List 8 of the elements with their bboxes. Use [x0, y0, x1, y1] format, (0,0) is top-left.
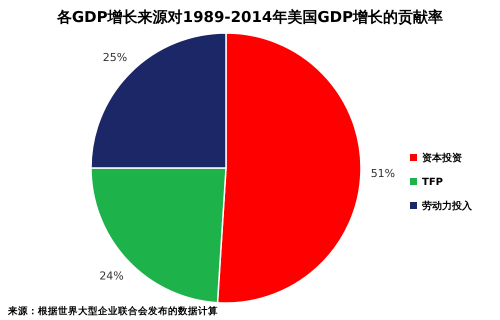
source-note: 来源：根据世界大型企业联合会发布的数据计算 — [7, 305, 218, 317]
chart-title: 各GDP增长来源对1989-2014年美国GDP增长的贡献率 — [56, 8, 444, 26]
legend-label: 劳动力投入 — [422, 200, 473, 212]
data-label: 51% — [370, 166, 396, 180]
legend-label: 资本投资 — [422, 152, 462, 164]
legend-label: TFP — [422, 177, 443, 188]
data-label: 24% — [99, 269, 124, 282]
data-label: 25% — [102, 50, 128, 64]
